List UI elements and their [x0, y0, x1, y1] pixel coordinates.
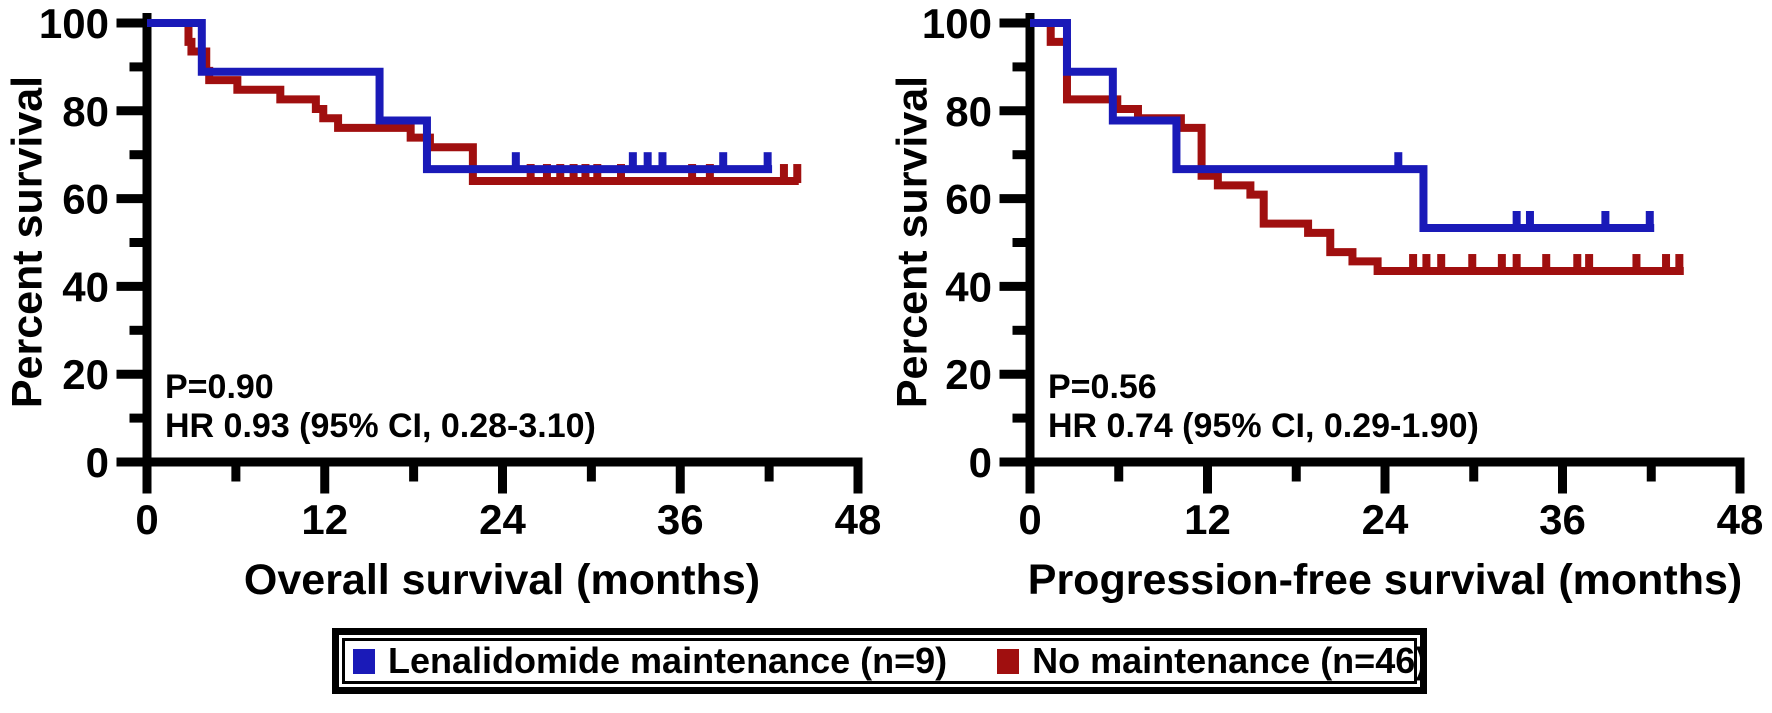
legend-swatch-lenalidomide-icon — [353, 648, 375, 674]
progression-free-survival-x-tick-label-48: 48 — [1717, 496, 1764, 543]
overall-survival-y-tick-label-20: 20 — [62, 351, 109, 398]
overall-survival-km-curve-no-maintenance-n-46- — [147, 19, 799, 186]
overall-survival-x-tick-label-24: 24 — [479, 496, 526, 543]
y-axis-title-left: Percent survival — [3, 75, 52, 409]
legend-swatch-no-maintenance-icon — [997, 648, 1020, 674]
p-value-left: P=0.90 — [165, 368, 274, 406]
legend-box: Lenalidomide maintenance (n=9) No mainte… — [332, 628, 1427, 694]
overall-survival-x-tick-label-36: 36 — [657, 496, 704, 543]
overall-survival-x-tick-label-48: 48 — [835, 496, 882, 543]
overall-survival-y-tick-label-100: 100 — [39, 0, 109, 47]
overall-survival-x-tick-label-0: 0 — [135, 496, 158, 543]
overall-survival-y-tick-label-80: 80 — [62, 88, 109, 135]
y-axis-title-right: Percent survival — [888, 75, 937, 409]
overall-survival-y-tick-label-40: 40 — [62, 263, 109, 310]
x-axis-title-right: Progression-free survival (months) — [1027, 556, 1743, 604]
legend-inner-frame: Lenalidomide maintenance (n=9) No mainte… — [342, 638, 1427, 684]
progression-free-survival-x-tick-label-0: 0 — [1018, 496, 1041, 543]
hazard-ratio-right: HR 0.74 (95% CI, 0.29-1.90) — [1048, 407, 1479, 445]
legend-label-no-maintenance: No maintenance (n=46) — [1032, 640, 1428, 681]
legend-label-lenalidomide: Lenalidomide maintenance (n=9) — [388, 640, 948, 681]
p-value-right: P=0.56 — [1048, 368, 1157, 406]
legend-entry-no-maintenance: No maintenance (n=46) — [997, 640, 1427, 682]
stats-annotation-right: P=0.56 HR 0.74 (95% CI, 0.29-1.90) — [1048, 368, 1479, 446]
overall-survival-km-curve-lenalidomide-maintenance-n-9- — [147, 19, 773, 174]
legend-entry-lenalidomide: Lenalidomide maintenance (n=9) — [353, 640, 947, 682]
hazard-ratio-left: HR 0.93 (95% CI, 0.28-3.10) — [165, 407, 596, 445]
overall-survival-x-tick-label-12: 12 — [301, 496, 348, 543]
progression-free-survival-y-tick-label-100: 100 — [922, 0, 992, 47]
overall-survival-y-tick-label-0: 0 — [86, 439, 109, 486]
progression-free-survival-x-tick-label-12: 12 — [1184, 496, 1231, 543]
progression-free-survival-x-tick-label-36: 36 — [1539, 496, 1586, 543]
progression-free-survival-x-tick-label-24: 24 — [1362, 496, 1409, 543]
progression-free-survival-y-tick-label-0: 0 — [969, 439, 992, 486]
progression-free-survival-y-tick-label-20: 20 — [945, 351, 992, 398]
progression-free-survival-y-tick-label-80: 80 — [945, 88, 992, 135]
progression-free-survival-km-curve-no-maintenance-n-46- — [1030, 19, 1684, 276]
progression-free-survival-y-tick-label-40: 40 — [945, 263, 992, 310]
x-axis-title-left: Overall survival (months) — [243, 556, 761, 604]
stats-annotation-left: P=0.90 HR 0.93 (95% CI, 0.28-3.10) — [165, 368, 596, 446]
progression-free-survival-y-tick-label-60: 60 — [945, 176, 992, 223]
progression-free-survival-km-curve-lenalidomide-maintenance-n-9- — [1030, 19, 1655, 233]
overall-survival-y-tick-label-60: 60 — [62, 176, 109, 223]
